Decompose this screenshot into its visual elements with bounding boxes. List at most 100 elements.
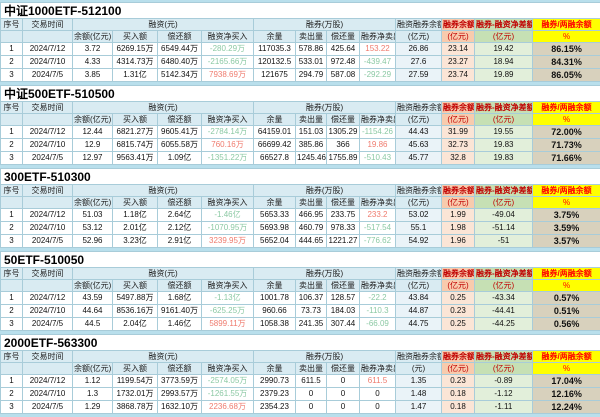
cell-date: 2024/7/5: [22, 234, 73, 248]
cell-net-sell: 0: [359, 387, 396, 401]
cell-buy: 6269.15万: [112, 42, 158, 56]
cell-buy: 9563.41万: [112, 151, 158, 165]
cell-net-sell: -439.47: [359, 55, 396, 69]
header-row-groups: 序号 交易时间 融资(元) 融券(万股) 融资融券余额 融券余额 融券-融资净差…: [0, 350, 600, 363]
cell-date: 2024/7/12: [22, 291, 73, 305]
cell-diff: 19.42: [474, 42, 533, 56]
cell-net-sell: 153.22: [359, 42, 396, 56]
col-header-diff: 融券-融资净差额: [474, 18, 533, 31]
col-group-financing: 融资(元): [72, 184, 254, 197]
cell-date: 2024/7/5: [22, 151, 73, 165]
cell-short-bal: 0.23: [441, 304, 475, 318]
subheader-buy: 买入额: [112, 113, 158, 126]
cell-sell: 294.79: [295, 68, 327, 82]
cell-seq: 1: [0, 125, 23, 139]
table-row: 3 2024/7/5 1.29 3868.78万 1632.10万 2236.68万 235…: [0, 400, 600, 414]
cell-balance: 52.96: [72, 234, 113, 248]
cell-buy: 2.01亿: [112, 221, 158, 235]
cell-repay: 1.68亿: [157, 291, 202, 305]
subheader-ratio-unit: %: [531, 30, 600, 43]
subheader-net-sell: 融券净卖出: [359, 30, 396, 43]
cell-diff: 18.94: [474, 55, 533, 69]
subheader-seq-empty: [0, 30, 23, 43]
subheader-short-balance-unit: (亿元): [441, 362, 475, 375]
cell-diff: -1.11: [474, 400, 533, 414]
cell-buy: 3.23亿: [112, 234, 158, 248]
subheader-diff-unit: (亿元): [474, 30, 533, 43]
cell-repay: 2993.57万: [157, 387, 202, 401]
subheader-sell: 卖出量: [295, 196, 327, 209]
header-row-groups: 序号 交易时间 融资(元) 融券(万股) 融资融券余额 融券余额 融券-融资净差…: [0, 18, 600, 31]
subheader-qty: 余量: [253, 113, 296, 126]
cell-date: 2024/7/5: [22, 68, 73, 82]
cell-ratio: 72.00%: [531, 125, 600, 139]
cell-date: 2024/7/10: [22, 387, 73, 401]
table-row: 1 2024/7/12 12.44 6821.27万 9605.41万 -2784.14万…: [0, 125, 600, 139]
cell-date: 2024/7/12: [22, 208, 73, 222]
header-row-groups: 序号 交易时间 融资(元) 融券(万股) 融资融券余额 融券余额 融券-融资净差…: [0, 101, 600, 114]
cell-balance: 3.85: [72, 68, 113, 82]
cell-ratio: 12.24%: [531, 400, 600, 414]
section-title: 300ETF-510300: [0, 168, 600, 185]
subheader-net-sell: 融券净卖出: [359, 196, 396, 209]
cell-qty: 5652.04: [253, 234, 296, 248]
cell-sell: 241.35: [295, 317, 327, 331]
cell-balance: 12.44: [72, 125, 113, 139]
cell-net-sell: 19.86: [359, 138, 396, 152]
cell-sell: 1245.46: [295, 151, 327, 165]
cell-seq: 2: [0, 221, 23, 235]
cell-net-buy: -625.25万: [201, 304, 254, 318]
subheader-ratio-unit: %: [531, 113, 600, 126]
cell-qty-repay: 0: [326, 374, 360, 388]
cell-short-bal: 0.18: [441, 400, 475, 414]
col-header-ratio: 融券/两融余额: [531, 101, 600, 114]
etf-section-table: 50ETF-510050 序号 交易时间 融资(元) 融券(万股) 融资融券余额…: [0, 251, 600, 331]
cell-qty-repay: 0: [326, 400, 360, 414]
cell-qty-repay: 1221.27: [326, 234, 360, 248]
cell-short-bal: 23.27: [441, 55, 475, 69]
section-title: 中证500ETF-510500: [0, 85, 600, 102]
cell-qty: 120132.5: [253, 55, 296, 69]
table-row: 3 2024/7/5 12.97 9563.41万 1.09亿 -1351.22万 6652…: [0, 151, 600, 165]
subheader-date-empty: [22, 279, 73, 292]
cell-buy: 1.31亿: [112, 68, 158, 82]
cell-qty: 64159.01: [253, 125, 296, 139]
header-row-subunits: 余额(亿元) 买入额 偿还额 融资净买入 余量 卖出量 偿还量 融券净卖出 (亿…: [0, 279, 600, 292]
table-row: 1 2024/7/12 3.72 6269.15万 6549.44万 -280.29万 11…: [0, 42, 600, 56]
cell-total: 44.87: [395, 304, 442, 318]
col-group-short: 融券(万股): [253, 350, 396, 363]
table-row: 1 2024/7/12 43.59 5497.88万 1.68亿 -1.13亿 1001.7…: [0, 291, 600, 305]
cell-sell: 460.79: [295, 221, 327, 235]
cell-total: 1.48: [395, 387, 442, 401]
cell-short-bal: 0.23: [441, 374, 475, 388]
cell-qty: 1058.38: [253, 317, 296, 331]
cell-net-buy: -1070.95万: [201, 221, 254, 235]
cell-seq: 1: [0, 291, 23, 305]
cell-seq: 1: [0, 42, 23, 56]
cell-diff: 19.55: [474, 125, 533, 139]
cell-net-sell: -510.43: [359, 151, 396, 165]
col-header-margin-total: 融资融券余额: [395, 18, 442, 31]
cell-sell: 0: [295, 400, 327, 414]
cell-diff: 19.83: [474, 138, 533, 152]
subheader-date-empty: [22, 196, 73, 209]
cell-qty: 66527.8: [253, 151, 296, 165]
col-header-diff: 融券-融资净差额: [474, 101, 533, 114]
section-body: 1 2024/7/12 12.44 6821.27万 9605.41万 -2784.14万…: [0, 125, 600, 165]
subheader-seq-empty: [0, 362, 23, 375]
header-row-subunits: 余额(亿元) 买入额 偿还额 融资净买入 余量 卖出量 偿还量 融券净卖出 (亿…: [0, 113, 600, 126]
cell-balance: 53.12: [72, 221, 113, 235]
subheader-qty-repay: 偿还量: [326, 196, 360, 209]
cell-short-bal: 32.73: [441, 138, 475, 152]
cell-ratio: 3.57%: [531, 234, 600, 248]
cell-balance: 1.29: [72, 400, 113, 414]
cell-total: 27.59: [395, 68, 442, 82]
col-header-short-balance: 融券余额: [441, 184, 475, 197]
cell-repay: 1.09亿: [157, 151, 202, 165]
col-group-financing: 融资(元): [72, 267, 254, 280]
cell-diff: -44.25: [474, 317, 533, 331]
table-row: 2 2024/7/10 4.33 4314.73万 6480.40万 -2165.66万 1…: [0, 55, 600, 69]
cell-qty: 2990.73: [253, 374, 296, 388]
cell-short-bal: 1.98: [441, 221, 475, 235]
